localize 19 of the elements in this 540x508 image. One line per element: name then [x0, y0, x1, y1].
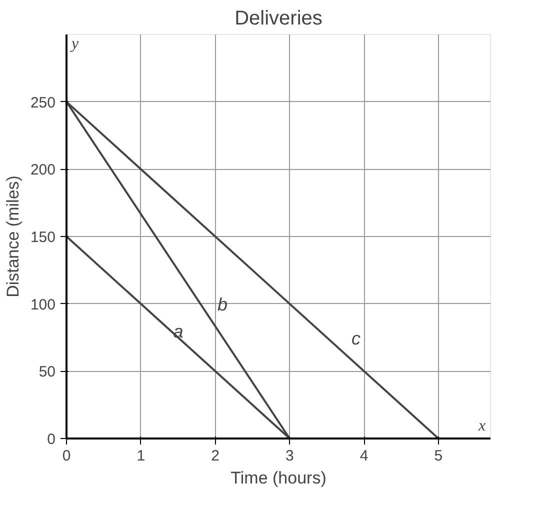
y-tick-label: 200 — [30, 162, 56, 179]
x-axis-title: Time (hours) — [230, 468, 326, 488]
x-tick-label: 4 — [360, 448, 368, 464]
y-tick-label: 50 — [38, 364, 56, 381]
x-tick-label: 5 — [434, 448, 443, 464]
annotation: y — [70, 36, 80, 52]
x-tick-label: 3 — [285, 448, 294, 464]
y-tick-label: 100 — [30, 296, 56, 314]
y-tick-label: 150 — [30, 229, 56, 246]
annotation: x — [478, 418, 486, 434]
x-tick-label: 2 — [211, 448, 220, 464]
x-tick-label: 0 — [62, 448, 71, 464]
series-label: b — [218, 294, 228, 315]
y-tick-label: 250 — [30, 94, 56, 112]
y-axis-title: Distance (miles) — [3, 176, 22, 298]
y-tick-label: 0 — [47, 431, 56, 448]
series-label: c — [351, 328, 360, 348]
chart-title: Deliveries — [234, 8, 322, 30]
x-tick-label: 1 — [136, 448, 146, 464]
